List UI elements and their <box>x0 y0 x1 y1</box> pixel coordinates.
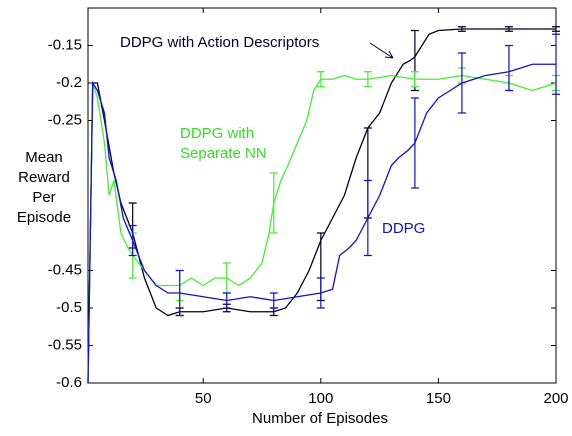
error-bar <box>457 52 466 114</box>
y-tick-label: -0.6 <box>56 374 82 391</box>
annotation: DDPG <box>382 220 425 237</box>
y-axis-label: Episode <box>17 209 71 226</box>
x-tick-label: 50 <box>195 390 212 407</box>
error-bar <box>269 172 278 234</box>
y-tick-label: -0.5 <box>56 299 82 316</box>
error-bar <box>316 71 325 88</box>
y-tick-label: -0.25 <box>48 111 82 128</box>
y-axis-label: Per <box>32 189 55 206</box>
series-line <box>87 28 556 384</box>
x-tick-label: 100 <box>308 390 333 407</box>
error-bar <box>363 71 372 88</box>
series-line <box>87 74 557 384</box>
error-bar <box>552 26 560 32</box>
error-bar <box>457 26 466 32</box>
error-bar <box>128 224 137 257</box>
y-tick-label: -0.2 <box>56 74 82 91</box>
x-axis-label: Number of Episodes <box>252 410 388 427</box>
error-bar <box>222 292 231 309</box>
annotation: DDPG with Action Descriptors <box>120 34 319 51</box>
x-tick-label: 200 <box>543 390 568 407</box>
error-bar <box>410 97 419 189</box>
y-tick-label: -0.45 <box>48 261 82 278</box>
error-bar <box>410 71 419 88</box>
error-bar <box>316 277 325 309</box>
annotation: DDPG with <box>180 125 254 142</box>
error-bar <box>504 44 513 92</box>
annotation: Separate NN <box>180 145 267 162</box>
y-axis-label: Mean <box>25 149 63 166</box>
error-bar <box>175 269 184 317</box>
annotation-arrow <box>369 42 394 59</box>
series-line <box>87 63 556 384</box>
x-tick-label: 150 <box>426 390 451 407</box>
error-bar <box>363 179 372 257</box>
plot-frame <box>87 7 557 384</box>
y-axis-label: Reward <box>18 169 70 186</box>
y-tick-label: -0.55 <box>48 336 82 353</box>
error-bar <box>269 292 278 309</box>
error-bar <box>552 33 560 95</box>
error-bar <box>504 26 513 32</box>
y-tick-label: -0.15 <box>48 36 82 53</box>
